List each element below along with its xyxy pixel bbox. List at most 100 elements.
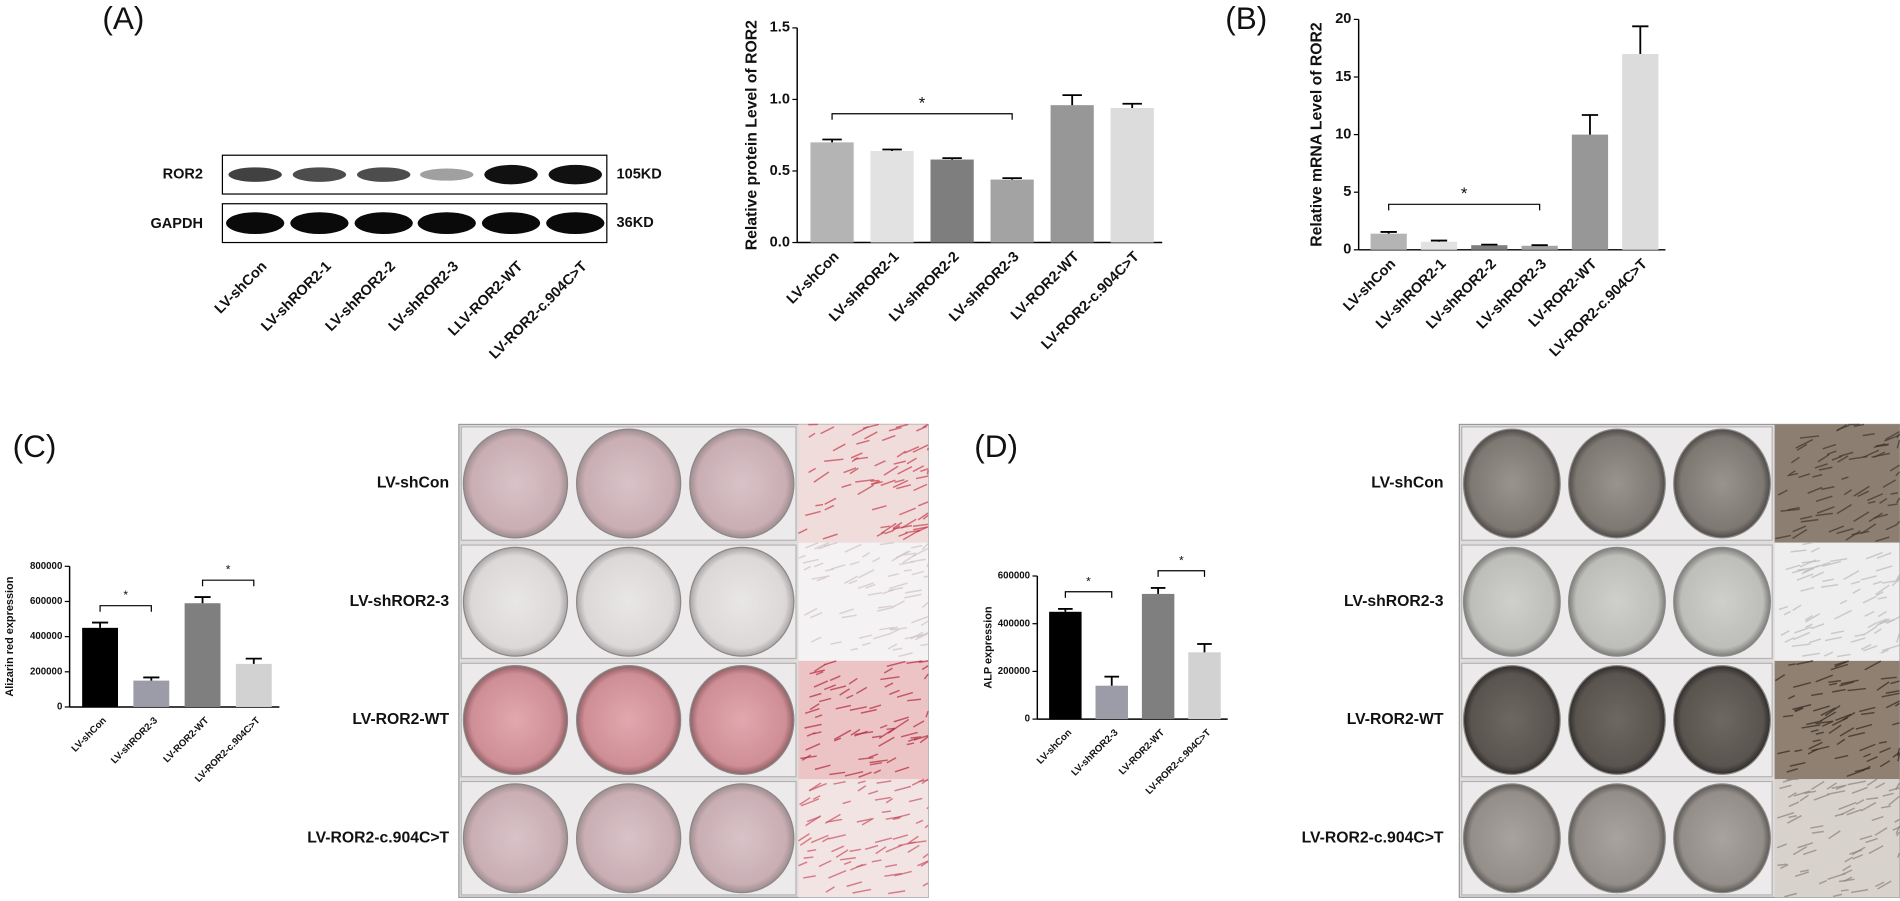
bar: [990, 179, 1034, 243]
micrograph-fiber: [1788, 801, 1800, 808]
micrograph-fiber: [1806, 720, 1823, 726]
micrograph-fiber: [803, 607, 818, 616]
micrograph-fiber: [842, 800, 851, 805]
x-tick-label: LV-ROR2-c.904C>T: [1547, 256, 1651, 360]
micrograph-fiber: [908, 797, 923, 803]
significance-bracket: [1388, 203, 1541, 211]
micrograph-fiber: [874, 796, 891, 801]
micrograph-fiber: [1791, 643, 1811, 648]
bar: [1571, 134, 1609, 250]
micrograph-fiber: [1797, 842, 1814, 849]
micrograph-fiber: [913, 526, 929, 531]
micrograph-fiber: [875, 846, 887, 855]
micrograph-fiber: [1876, 618, 1888, 624]
micrograph-fiber: [857, 484, 875, 496]
micrograph-fiber: [840, 857, 856, 861]
micrograph-fiber: [913, 483, 928, 492]
bar: [1188, 652, 1221, 720]
micrograph-fiber: [805, 742, 821, 751]
micrograph-fiber: [1805, 623, 1813, 629]
micrograph-fiber: [1834, 660, 1849, 668]
micrograph: [798, 424, 929, 543]
micrograph-fiber: [813, 680, 829, 688]
micrograph-fiber: [1777, 863, 1787, 867]
micrograph-fiber: [851, 456, 859, 463]
micrograph-fiber: [1878, 741, 1888, 744]
micrograph-fiber: [833, 737, 842, 742]
micrograph-fiber: [864, 844, 879, 850]
micrograph-fiber: [809, 669, 825, 675]
micrograph-fiber: [1822, 443, 1837, 450]
micrograph-fiber: [1841, 476, 1849, 481]
micrograph-fiber: [1810, 623, 1825, 630]
micrograph-fiber: [829, 771, 846, 776]
micrograph-fiber: [1843, 489, 1853, 496]
micrograph-fiber: [884, 682, 894, 688]
row-label: LV-ROR2-WT: [352, 711, 449, 728]
micrograph-fiber: [892, 834, 909, 841]
micrograph-fiber: [1804, 614, 1814, 621]
micrograph-fiber: [1877, 610, 1887, 618]
y-tick-label: 600000: [998, 571, 1030, 582]
micrograph-fiber: [1794, 626, 1813, 634]
x-tick-label: LV-ROR2-WT: [1117, 727, 1167, 777]
micrograph-fiber: [1881, 805, 1891, 809]
micrograph-fiber: [873, 632, 891, 640]
micrograph-fiber: [873, 769, 882, 774]
micrograph-fiber: [1777, 750, 1791, 755]
micrograph-fiber: [1815, 495, 1833, 503]
significance-label: *: [123, 588, 128, 602]
micrograph-fiber: [1860, 523, 1877, 535]
micrograph-fiber: [865, 583, 876, 589]
micrograph-fiber: [1793, 681, 1812, 689]
well: [689, 546, 795, 657]
micrograph-fiber: [1842, 864, 1852, 872]
micrograph-fiber: [895, 423, 909, 429]
micrograph-fiber: [904, 446, 920, 454]
y-tick-label: 5: [1343, 184, 1351, 200]
micrograph-fiber: [1848, 731, 1865, 738]
micrograph-fiber: [1846, 808, 1862, 816]
micrograph-fiber: [833, 780, 846, 785]
micrograph-fiber: [849, 561, 860, 566]
micrograph-fiber: [907, 698, 921, 702]
micrograph-fiber: [828, 869, 847, 879]
error-bar: [1430, 239, 1448, 242]
micrograph-fiber: [1876, 591, 1884, 597]
y-tick-label: 0: [57, 702, 62, 713]
micrograph-fiber: [1897, 753, 1900, 762]
micrograph-fiber: [798, 554, 806, 559]
micrograph: [1774, 779, 1900, 898]
micrograph-fiber: [1789, 761, 1806, 767]
well: [1462, 783, 1561, 894]
micrograph-fiber: [1787, 814, 1802, 824]
micrograph-fiber: [1836, 504, 1852, 515]
micrograph-fiber: [1813, 793, 1830, 801]
micrograph-fiber: [1775, 534, 1791, 540]
micrograph-fiber: [841, 614, 857, 619]
micrograph-fiber: [1813, 705, 1830, 712]
micrograph-fiber: [857, 569, 875, 579]
micrograph-fiber: [830, 641, 842, 645]
micrograph-fiber: [1801, 567, 1815, 575]
micrograph-fiber: [880, 525, 891, 529]
micrograph-fiber: [894, 785, 912, 792]
micrograph-fiber: [1808, 638, 1822, 644]
micrograph-fiber: [1894, 702, 1900, 707]
micrograph-fiber: [1846, 769, 1865, 778]
micrograph-fiber: [886, 757, 897, 764]
micrograph-fiber: [884, 529, 894, 535]
micrograph-fiber: [1783, 610, 1791, 616]
micrograph-fiber: [848, 677, 858, 685]
micrograph-fiber: [1847, 687, 1866, 692]
micrograph-fiber: [921, 601, 929, 608]
micrograph-fiber: [1859, 743, 1876, 752]
micrograph-fiber: [800, 755, 817, 760]
micrograph-fiber: [1805, 613, 1820, 623]
micrograph-fiber: [1885, 431, 1900, 441]
micrograph-fiber: [823, 684, 837, 691]
western-blot: ROR2 GAPDH 105KD 36KD: [150, 154, 662, 244]
micrograph-fiber: [857, 785, 867, 792]
micrograph-fiber: [1860, 801, 1877, 812]
micrograph-fiber: [1822, 560, 1842, 567]
